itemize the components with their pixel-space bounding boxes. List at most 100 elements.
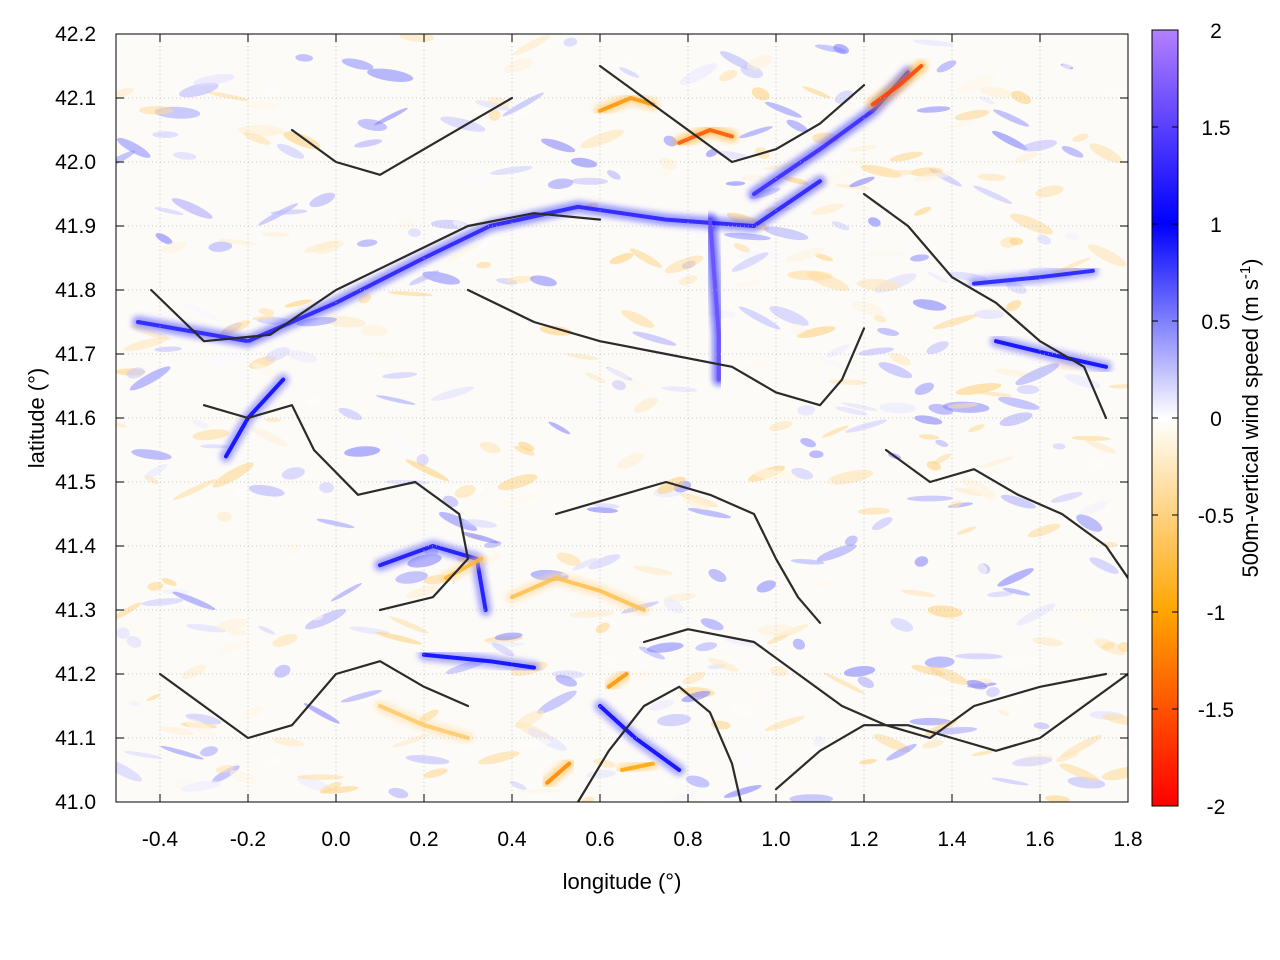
- x-tick-label: 1.0: [761, 828, 790, 851]
- field-noise-blob: [708, 569, 727, 583]
- field-noise-blob: [116, 602, 142, 621]
- field-noise-blob: [932, 453, 952, 465]
- field-noise-blob: [670, 789, 699, 802]
- field-noise-blob: [514, 710, 545, 729]
- field-noise-blob: [1076, 514, 1103, 532]
- field-noise-blob: [955, 383, 1002, 395]
- field-noise-blob: [144, 464, 168, 479]
- field-noise-blob: [1027, 523, 1061, 538]
- field-noise-blob: [479, 441, 501, 454]
- field-noise-blob: [1016, 384, 1040, 395]
- field-noise-blob: [1016, 603, 1056, 626]
- x-tick-label: 1.4: [937, 828, 967, 851]
- field-noise-blob: [786, 119, 808, 133]
- field-noise-blob: [789, 794, 834, 802]
- terrain-contour: [884, 448, 1128, 580]
- field-noise-blob: [126, 367, 145, 379]
- field-noise-blob: [914, 415, 943, 425]
- field-noise-blob: [281, 467, 305, 480]
- field-noise-blob: [423, 768, 448, 778]
- colorbar: 2 1.5 1 0.5 0 -0.5 -1 -1.5 -2 500m-vertical wind…: [1151, 20, 1263, 819]
- field-noise-blob: [956, 526, 977, 535]
- terrain-contour: [290, 96, 514, 176]
- field-noise-blob: [566, 353, 599, 360]
- field-noise-blob: [397, 218, 416, 232]
- field-noise-blob: [154, 207, 184, 216]
- field-noise-blob: [826, 469, 874, 485]
- colorbar-tick-label: -0.5: [1198, 505, 1234, 528]
- field-noise-blob: [408, 228, 421, 237]
- field-noise-blob: [617, 453, 645, 469]
- field-noise-blob: [322, 786, 359, 794]
- downdraft-core: [620, 761, 655, 772]
- field-noise-blob: [155, 232, 173, 245]
- field-noise-blob: [973, 185, 1013, 205]
- field-noise-blob: [808, 470, 834, 487]
- field-noise-blob: [1012, 756, 1053, 767]
- field-noise-blob: [954, 109, 990, 121]
- field-noise-blob: [1015, 363, 1060, 386]
- field-noise-blob: [844, 419, 888, 433]
- field-noise-blob: [660, 501, 675, 509]
- field-noise-blob: [607, 731, 620, 742]
- x-tick-label: 0.2: [409, 828, 438, 851]
- field-noise-blob: [926, 460, 942, 471]
- field-noise-blob: [657, 168, 672, 179]
- terrain-contour: [466, 288, 866, 407]
- field-noise-blob: [588, 554, 621, 570]
- field-noise-blob: [843, 666, 876, 677]
- x-tick-label: 1.8: [1113, 828, 1142, 851]
- field-noise-blob: [586, 507, 618, 514]
- field-noise-blob: [1041, 57, 1081, 82]
- field-noise-blob: [731, 252, 769, 272]
- colorbar-ticks: 2 1.5 1 0.5 0 -0.5 -1 -1.5 -2: [1152, 20, 1234, 819]
- field-noise-blob: [615, 56, 635, 68]
- x-tick-label: 0.0: [321, 828, 350, 851]
- field-noise-blob: [458, 173, 493, 186]
- field-noise-blob: [927, 605, 963, 618]
- field-noise-blob: [218, 238, 257, 246]
- field-noise-blob: [213, 411, 248, 423]
- field-noise-blob: [968, 424, 985, 433]
- field-noise-blob: [570, 177, 609, 185]
- field-noise-blob: [681, 690, 711, 703]
- field-noise-blob: [488, 109, 501, 121]
- field-noise-blob: [661, 386, 698, 393]
- field-noise-blob: [764, 716, 805, 732]
- field-noise-blob: [913, 171, 955, 182]
- field-noise-blob: [792, 638, 805, 650]
- field-noise-blob: [319, 482, 334, 494]
- terrain-contour: [576, 685, 742, 802]
- y-tick-label: 42.0: [55, 151, 96, 174]
- field-noise-blob: [935, 439, 949, 447]
- terrain-contour: [774, 672, 1128, 791]
- field-noise-blob: [392, 734, 429, 748]
- field-noise-blob: [243, 132, 271, 145]
- updraft-core: [136, 179, 822, 344]
- field-noise-blob: [270, 209, 308, 215]
- field-noise-blob: [791, 467, 814, 480]
- field-noise-blob: [926, 341, 949, 355]
- field-noise-blob: [454, 484, 476, 498]
- field-noise-blob: [947, 402, 979, 409]
- field-noise-blob: [1101, 766, 1128, 781]
- field-noise-blob: [825, 344, 850, 358]
- field-noise-blob: [517, 789, 563, 794]
- field-noise-blob: [835, 406, 868, 416]
- field-noise-blob: [243, 705, 264, 719]
- field-noise-blob: [540, 138, 576, 153]
- field-noise-blob: [1059, 763, 1099, 782]
- field-noise-blob: [769, 420, 793, 432]
- field-noise-blob: [580, 796, 595, 802]
- field-noise-blob: [200, 746, 218, 757]
- field-noise-blob: [949, 500, 963, 508]
- field-noise-blob: [265, 417, 281, 422]
- y-axis-ticks: 41.0 41.1 41.2 41.3 41.4 41.5 41.6 41.7 41.8 41.9…: [55, 23, 1128, 814]
- field-noise-blob: [181, 664, 207, 680]
- field-noise-blob: [405, 585, 438, 599]
- field-noise-blob: [646, 642, 684, 653]
- plot-area: [115, 33, 1129, 803]
- colorbar-tick-label: 0: [1210, 408, 1222, 431]
- field-noise-blob: [961, 478, 997, 500]
- terrain-contour: [554, 480, 822, 624]
